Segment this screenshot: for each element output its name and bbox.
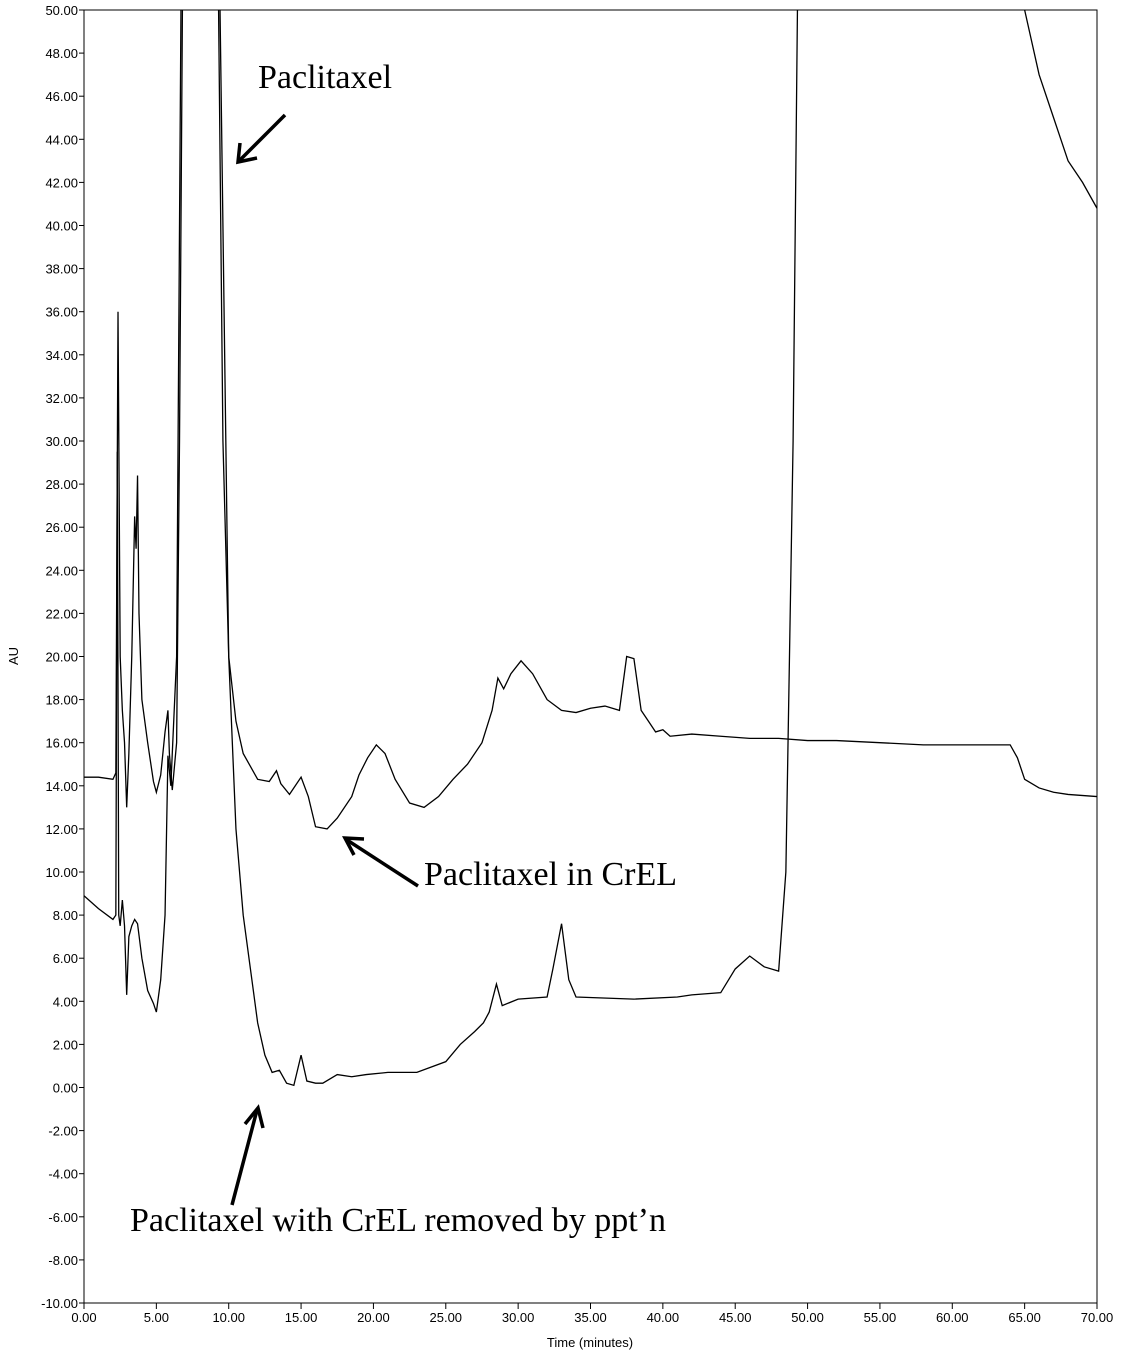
x-tick-label: 55.00 [864, 1310, 897, 1325]
y-tick-label: 46.00 [45, 89, 78, 104]
x-tick-label: 35.00 [574, 1310, 607, 1325]
y-tick-label: 4.00 [53, 994, 78, 1009]
y-tick-label: 0.00 [53, 1081, 78, 1096]
arrow [346, 838, 419, 888]
y-tick-label: -6.00 [48, 1210, 78, 1225]
y-tick-label: 36.00 [45, 305, 78, 320]
x-tick-label: 25.00 [430, 1310, 463, 1325]
y-tick-label: 8.00 [53, 908, 78, 923]
arrow [238, 113, 287, 162]
y-tick-label: 20.00 [45, 650, 78, 665]
arrow-head [236, 142, 258, 165]
y-tick-label: 44.00 [45, 132, 78, 147]
arrow-head [342, 836, 365, 856]
annotation: Paclitaxel [258, 59, 392, 96]
y-tick-label: 26.00 [45, 520, 78, 535]
y-tick-label: 6.00 [53, 951, 78, 966]
x-tick-label: 20.00 [357, 1310, 390, 1325]
x-tick-label: 50.00 [791, 1310, 824, 1325]
plot-frame [83, 9, 1098, 1304]
x-tick-label: 5.00 [144, 1310, 169, 1325]
arrow-head [243, 1104, 265, 1129]
y-tick-label: 42.00 [45, 175, 78, 190]
y-tick-label: 10.00 [45, 865, 78, 880]
line-series [84, 10, 1097, 830]
x-tick-label: 60.00 [936, 1310, 969, 1325]
y-axis-label: AU [6, 647, 21, 665]
y-tick-label: 24.00 [45, 563, 78, 578]
plot-lines [84, 10, 1097, 1087]
x-tick-label: 65.00 [1008, 1310, 1041, 1325]
annotation: Paclitaxel with CrEL removed by ppt’n [130, 1202, 666, 1239]
y-tick-label: 32.00 [45, 391, 78, 406]
y-tick-label: -2.00 [48, 1124, 78, 1139]
x-tick-label: 0.00 [71, 1310, 96, 1325]
y-tick-label: 16.00 [45, 736, 78, 751]
x-tick-label: 40.00 [647, 1310, 680, 1325]
x-tick-label: 10.00 [212, 1310, 245, 1325]
y-tick-label: 38.00 [45, 262, 78, 277]
y-tick-label: 34.00 [45, 348, 78, 363]
y-tick-label: 2.00 [53, 1037, 78, 1052]
arrow [230, 1109, 259, 1206]
x-tick-label: 30.00 [502, 1310, 535, 1325]
x-tick-label: 70.00 [1081, 1310, 1114, 1325]
annotation: Paclitaxel in CrEL [424, 856, 677, 893]
y-tick-label: 30.00 [45, 434, 78, 449]
y-tick-label: -4.00 [48, 1167, 78, 1182]
y-tick-label: 40.00 [45, 219, 78, 234]
x-axis-label: Time (minutes) [547, 1335, 633, 1350]
y-tick-label: -10.00 [41, 1296, 78, 1311]
x-tick-label: 45.00 [719, 1310, 752, 1325]
y-tick-label: 50.00 [45, 3, 78, 18]
y-tick-label: -8.00 [48, 1253, 78, 1268]
y-tick-label: 18.00 [45, 693, 78, 708]
y-tick-label: 28.00 [45, 477, 78, 492]
y-tick-label: 12.00 [45, 822, 78, 837]
y-tick-label: 14.00 [45, 779, 78, 794]
x-tick-label: 15.00 [285, 1310, 318, 1325]
line-series [84, 10, 1097, 1087]
y-tick-label: 48.00 [45, 46, 78, 61]
y-tick-label: 22.00 [45, 606, 78, 621]
arrows [230, 113, 419, 1206]
